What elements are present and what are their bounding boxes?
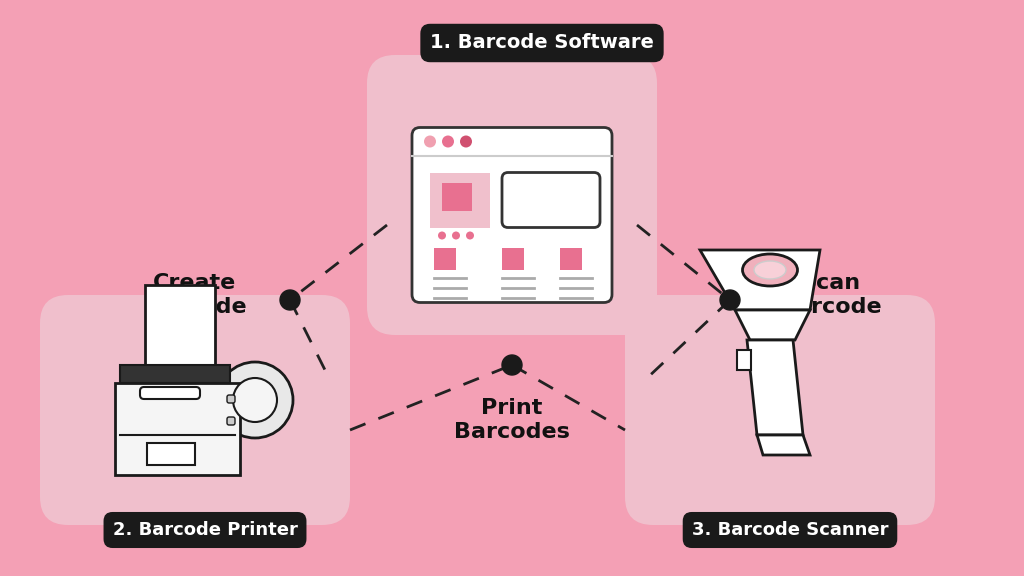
Circle shape	[502, 355, 522, 375]
Circle shape	[280, 290, 300, 310]
Circle shape	[452, 232, 460, 240]
FancyBboxPatch shape	[147, 443, 195, 465]
FancyBboxPatch shape	[412, 127, 612, 302]
Text: Create
Barcode: Create Barcode	[143, 274, 247, 317]
Text: 2. Barcode Printer: 2. Barcode Printer	[113, 521, 297, 539]
Circle shape	[217, 362, 293, 438]
Ellipse shape	[742, 254, 798, 286]
FancyBboxPatch shape	[434, 248, 456, 270]
FancyBboxPatch shape	[40, 295, 350, 525]
FancyBboxPatch shape	[227, 395, 234, 403]
FancyBboxPatch shape	[625, 295, 935, 525]
Ellipse shape	[754, 261, 786, 279]
FancyBboxPatch shape	[367, 55, 657, 335]
FancyBboxPatch shape	[140, 387, 200, 399]
Text: Print
Barcodes: Print Barcodes	[454, 399, 570, 442]
FancyBboxPatch shape	[442, 183, 472, 210]
FancyBboxPatch shape	[502, 172, 600, 228]
Text: 3. Barcode Scanner: 3. Barcode Scanner	[692, 521, 888, 539]
FancyBboxPatch shape	[430, 172, 490, 228]
FancyBboxPatch shape	[502, 248, 524, 270]
FancyBboxPatch shape	[227, 417, 234, 425]
FancyBboxPatch shape	[737, 350, 751, 370]
Circle shape	[460, 135, 472, 147]
Polygon shape	[757, 435, 810, 455]
Polygon shape	[746, 340, 803, 435]
Circle shape	[233, 378, 278, 422]
Circle shape	[442, 135, 454, 147]
FancyBboxPatch shape	[120, 365, 230, 383]
Polygon shape	[735, 310, 810, 340]
Text: Scan
Barcode: Scan Barcode	[778, 274, 882, 317]
Polygon shape	[115, 383, 240, 475]
Text: 1. Barcode Software: 1. Barcode Software	[430, 33, 654, 52]
Circle shape	[424, 135, 436, 147]
Circle shape	[720, 290, 740, 310]
FancyBboxPatch shape	[560, 248, 582, 270]
Circle shape	[438, 232, 446, 240]
Polygon shape	[700, 250, 820, 310]
FancyBboxPatch shape	[145, 285, 215, 375]
Circle shape	[466, 232, 474, 240]
